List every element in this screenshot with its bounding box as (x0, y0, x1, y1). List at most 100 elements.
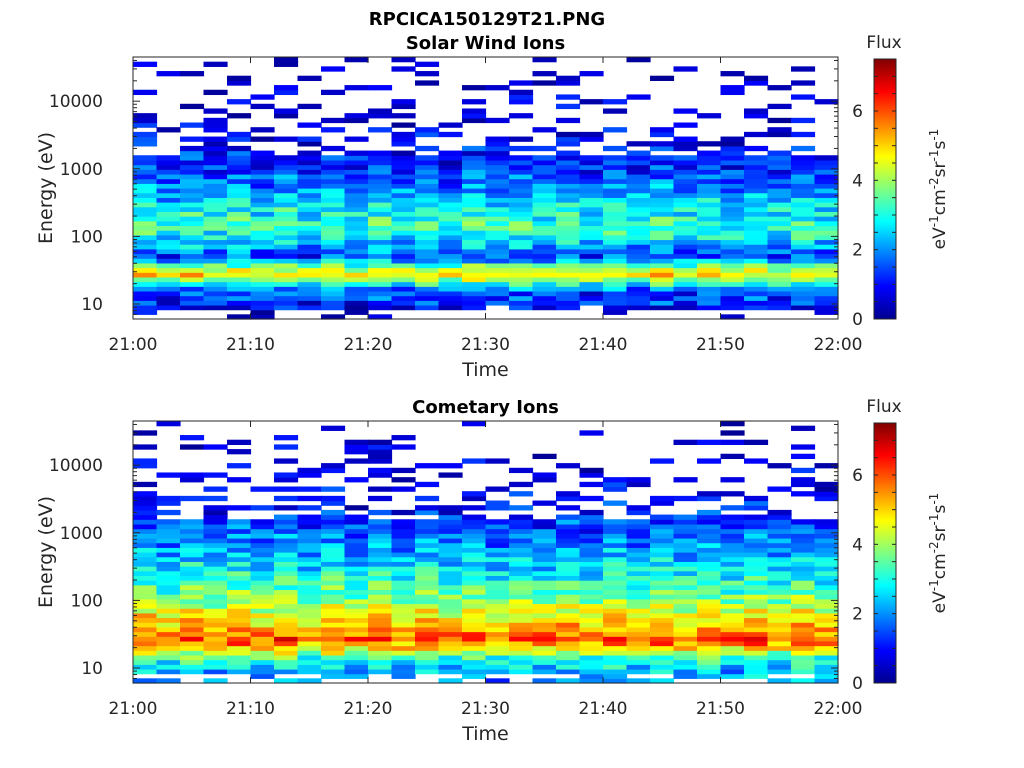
heatmap-cell (227, 556, 252, 562)
heatmap-cell (697, 220, 722, 227)
heatmap-cell (415, 183, 440, 189)
heatmap-cell (368, 290, 393, 297)
heatmap-cell (626, 178, 651, 184)
heatmap-cell (156, 262, 181, 269)
heatmap-cell (274, 197, 299, 203)
heatmap-cell (133, 594, 158, 600)
heatmap-cell (791, 216, 816, 222)
heatmap-cell (720, 145, 745, 152)
heatmap-cell (250, 598, 275, 605)
heatmap-cell (603, 239, 628, 245)
heatmap-cell (415, 552, 440, 558)
heatmap-cell (156, 421, 181, 427)
heatmap-cell (227, 640, 252, 647)
heatmap-cell (391, 211, 416, 217)
heatmap-cell (532, 472, 557, 478)
heatmap-cell (532, 183, 557, 189)
heatmap-cell (415, 575, 440, 581)
heatmap-cell (391, 248, 416, 255)
heatmap-cell (814, 486, 839, 492)
heatmap-cell (603, 281, 628, 287)
heatmap-cell (274, 472, 299, 478)
heatmap-cell (180, 267, 205, 273)
heatmap-cell (556, 216, 581, 222)
heatmap-cell (156, 640, 181, 647)
heatmap-cell (767, 258, 792, 264)
heatmap-cell (626, 169, 651, 175)
heatmap-cell (368, 594, 393, 600)
heatmap-cell (321, 552, 346, 558)
heatmap-cell (415, 206, 440, 212)
heatmap-cell (603, 202, 628, 208)
heatmap-cell (485, 645, 510, 651)
heatmap-cell (462, 290, 487, 297)
heatmap-cell (391, 603, 416, 609)
heatmap-cell (791, 276, 816, 283)
heatmap-cell (250, 612, 275, 619)
heatmap-cell (133, 654, 158, 661)
heatmap-cell (438, 272, 463, 278)
heatmap-cell (156, 300, 181, 306)
heatmap-cell (485, 267, 510, 273)
heatmap-cell (603, 244, 628, 250)
heatmap-cell (673, 617, 698, 623)
heatmap-cell (438, 202, 463, 208)
heatmap-cell (415, 584, 440, 591)
heatmap-cell (368, 262, 393, 269)
heatmap-cell (532, 622, 557, 628)
heatmap-cell (791, 589, 816, 595)
heatmap-cell (744, 230, 769, 236)
heatmap-cell (579, 173, 604, 180)
heatmap-cell (156, 509, 181, 516)
heatmap-cell (650, 202, 675, 208)
heatmap-cell (391, 239, 416, 245)
heatmap-cell (579, 220, 604, 227)
heatmap-cell (767, 155, 792, 161)
heatmap-cell (579, 234, 604, 241)
heatmap-cell (415, 80, 440, 86)
heatmap-cell (391, 122, 416, 128)
heatmap-cell (250, 636, 275, 642)
heatmap-cell (603, 178, 628, 184)
heatmap-cell (274, 636, 299, 642)
heatmap-cell (767, 566, 792, 572)
heatmap-cell (415, 159, 440, 166)
heatmap-cell (509, 89, 534, 96)
heatmap-cell (650, 528, 675, 534)
heatmap-cell (368, 467, 393, 474)
heatmap-cell (180, 164, 205, 170)
heatmap-cell (274, 220, 299, 227)
heatmap-cell (579, 206, 604, 212)
heatmap-cell (462, 272, 487, 278)
heatmap-cell (626, 150, 651, 156)
heatmap-cell (344, 477, 369, 483)
heatmap-cell (697, 244, 722, 250)
heatmap-cell (532, 594, 557, 600)
heatmap-cell (767, 626, 792, 633)
heatmap-cell (250, 309, 275, 315)
heatmap-cell (250, 631, 275, 637)
heatmap-cell (438, 295, 463, 301)
heatmap-cell (626, 519, 651, 525)
heatmap-cell (532, 159, 557, 166)
heatmap-cell (368, 537, 393, 544)
heatmap-cell (274, 435, 299, 441)
heatmap-cell (603, 594, 628, 600)
heatmap-cell (485, 295, 510, 301)
heatmap-cell (297, 514, 322, 520)
heatmap-cell (720, 533, 745, 539)
heatmap-cell (603, 99, 628, 105)
heatmap-cell (368, 216, 393, 222)
heatmap-cell (438, 173, 463, 180)
heatmap-cell (415, 570, 440, 576)
heatmap-cell (767, 178, 792, 184)
heatmap-cell (626, 262, 651, 269)
heatmap-cell (156, 519, 181, 525)
heatmap-cell (227, 225, 252, 231)
heatmap-cell (156, 155, 181, 161)
heatmap-cell (156, 220, 181, 227)
heatmap-cell (438, 570, 463, 576)
heatmap-cell (133, 248, 158, 255)
heatmap-cell (438, 131, 463, 138)
heatmap-cell (321, 220, 346, 227)
